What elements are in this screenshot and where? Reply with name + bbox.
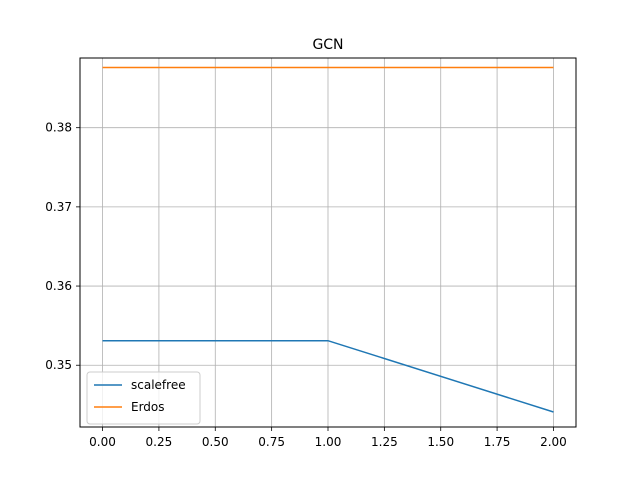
legend-label: scalefree [131, 378, 186, 392]
y-tick-label: 0.37 [45, 200, 72, 214]
series-lines [102, 66, 554, 413]
x-tick-label: 0.25 [146, 435, 173, 449]
y-tick-label: 0.35 [45, 358, 72, 372]
x-tick-label: 1.00 [315, 435, 342, 449]
x-tick-label: 0.00 [89, 435, 116, 449]
x-tick-label: 0.50 [202, 435, 229, 449]
x-tick-label: 2.00 [540, 435, 567, 449]
series-line-scalefree [102, 339, 554, 413]
y-tick-label: 0.38 [45, 121, 72, 135]
y-axis-ticks: 0.35 0.36 0.37 0.38 [45, 121, 80, 372]
legend-label: Erdos [131, 400, 165, 414]
legend: scalefree Erdos [86, 371, 201, 425]
y-tick-label: 0.36 [45, 279, 72, 293]
chart-title: GCN [312, 37, 343, 53]
grid [80, 58, 576, 427]
x-axis-ticks: 0.00 0.25 0.50 0.75 1.00 1.25 1.50 1.75 2.00 [89, 427, 567, 449]
x-tick-label: 1.25 [371, 435, 398, 449]
x-tick-label: 0.75 [258, 435, 285, 449]
x-tick-label: 1.50 [427, 435, 454, 449]
x-tick-label: 1.75 [484, 435, 511, 449]
